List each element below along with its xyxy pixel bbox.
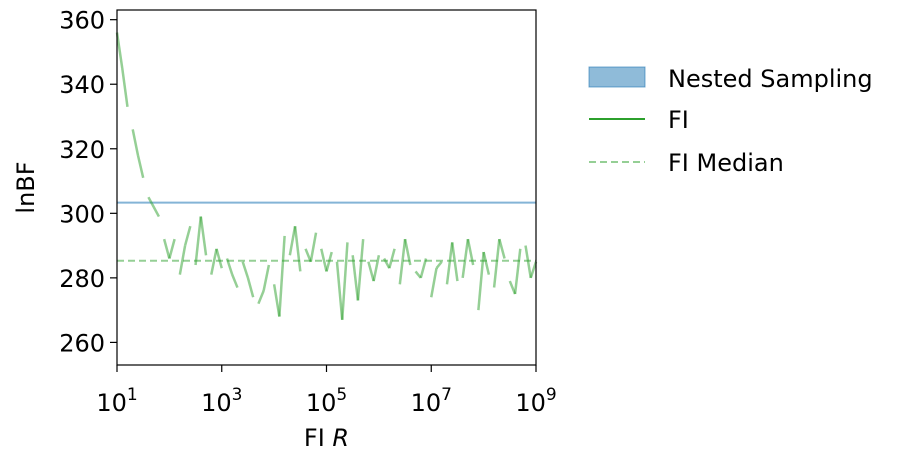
fi-segment <box>335 261 344 320</box>
fi-segment <box>210 248 218 275</box>
fi-segment <box>356 239 365 301</box>
fi-segment <box>147 196 155 208</box>
x-axis-label-italic: R <box>332 424 349 452</box>
fi-segment <box>152 206 160 218</box>
legend: Nested Sampling FI FI Median <box>588 65 873 177</box>
y-tick-label: 340 <box>59 71 105 99</box>
x-tick-label: 101 <box>96 385 137 417</box>
fi-segment <box>120 67 129 107</box>
fi-segment <box>262 264 271 292</box>
fi-segment <box>183 225 192 246</box>
fi-segment <box>231 274 239 289</box>
fi-segment <box>388 248 396 269</box>
x-tick-label: 109 <box>515 385 556 417</box>
y-tick-label: 260 <box>59 329 105 357</box>
fi-segment <box>168 238 176 259</box>
legend-label-fi: FI <box>668 106 689 134</box>
fi-segment <box>288 226 297 256</box>
y-tick-label: 320 <box>59 136 105 164</box>
x-axis: 101 103 105 107 109 <box>96 365 557 417</box>
fi-segment <box>461 238 470 279</box>
fi-segment <box>482 251 491 275</box>
y-axis: 260 280 300 320 340 360 <box>59 7 117 357</box>
fi-segment <box>498 238 506 259</box>
fi-segment <box>131 129 140 156</box>
fi-segment <box>351 255 360 301</box>
fi-segment <box>398 238 407 285</box>
legend-swatch-nested-sampling <box>588 66 646 88</box>
fi-segment <box>199 216 208 256</box>
y-tick-label: 360 <box>59 7 105 35</box>
fi-segment <box>513 248 522 295</box>
fi-segment <box>246 277 255 298</box>
x-tick-label: 107 <box>411 385 452 417</box>
fi-segment <box>529 261 538 279</box>
fi-segment <box>215 248 223 269</box>
fi-segment <box>136 154 145 179</box>
fi-segment <box>435 260 443 269</box>
fi-segment <box>194 216 203 266</box>
fi-segment <box>178 245 187 275</box>
fi-segment <box>445 242 454 285</box>
y-tick-label: 300 <box>59 200 105 228</box>
plot-frame <box>116 9 537 366</box>
fi-segment <box>372 255 381 282</box>
fi-segment <box>241 261 250 279</box>
fi-segment <box>162 238 171 259</box>
fi-segment <box>430 267 438 298</box>
x-axis-label-text: FI <box>304 424 325 452</box>
fi-segment <box>492 239 501 288</box>
plot-area <box>115 32 538 320</box>
fi-segment <box>309 232 318 262</box>
x-tick-label: 105 <box>306 385 347 417</box>
x-tick-label: 103 <box>201 385 242 417</box>
fi-series <box>115 32 538 320</box>
x-axis-label: FI R <box>304 424 349 452</box>
legend-label-fi-median: FI Median <box>668 149 784 177</box>
y-tick-label: 280 <box>59 265 105 293</box>
fi-segment <box>340 242 349 320</box>
fi-segment <box>450 242 459 282</box>
fi-segment <box>293 226 302 272</box>
legend-label-nested-sampling: Nested Sampling <box>668 65 873 93</box>
fi-segment <box>367 261 375 282</box>
fi-segment <box>320 248 328 272</box>
fi-segment <box>278 235 286 317</box>
fi-segment <box>257 290 265 305</box>
fi-segment <box>115 32 124 69</box>
y-axis-label: lnBF <box>12 161 40 213</box>
